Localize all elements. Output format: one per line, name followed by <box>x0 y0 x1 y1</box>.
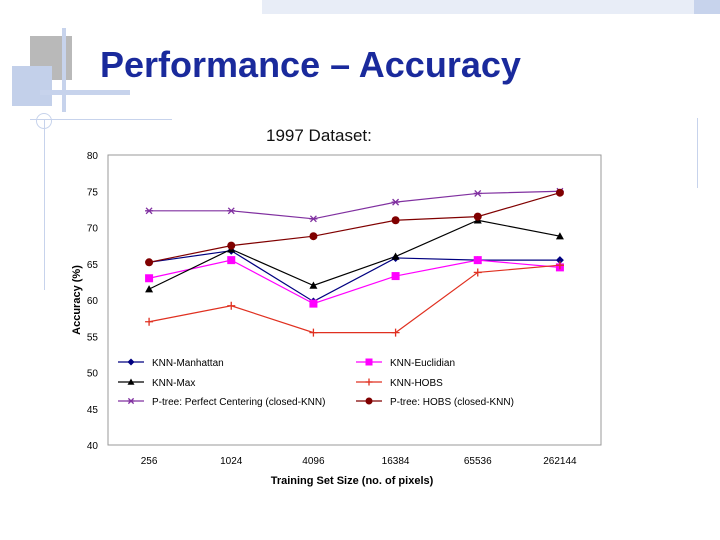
legend-label: KNN-HOBS <box>390 378 443 389</box>
decor-rule-vertical <box>44 120 45 290</box>
data-point-5-1 <box>227 241 236 250</box>
legend-label: KNN-Max <box>152 378 195 389</box>
y-tick-label: 60 <box>87 296 99 307</box>
x-tick-label: 1024 <box>220 456 243 467</box>
data-point-1-3 <box>391 272 400 281</box>
data-point-5-3 <box>391 216 400 225</box>
x-tick-label: 16384 <box>382 456 410 467</box>
x-tick-label: 256 <box>141 456 158 467</box>
y-axis-label: Accuracy (%) <box>71 265 83 335</box>
data-point-1-2 <box>309 299 318 308</box>
legend-label: KNN-Euclidian <box>390 358 455 369</box>
series-line-1 <box>148 259 560 305</box>
x-tick-label: 262144 <box>543 456 577 467</box>
legend-label: P-tree: HOBS (closed-KNN) <box>390 397 514 408</box>
data-point-1-4 <box>473 256 482 265</box>
page-title: Performance – Accuracy <box>100 44 521 85</box>
x-tick-label: 65536 <box>464 456 492 467</box>
y-tick-label: 65 <box>87 260 99 271</box>
data-point-1-1 <box>227 256 236 265</box>
x-tick-label: 4096 <box>302 456 325 467</box>
data-point-1-0 <box>145 274 154 283</box>
data-point-2-0 <box>145 285 154 293</box>
y-tick-label: 50 <box>87 369 99 380</box>
legend-marker-3 <box>365 378 373 386</box>
data-point-0-5 <box>555 256 564 265</box>
series-line-2 <box>148 219 561 290</box>
decor-block-blue <box>12 66 52 106</box>
data-point-3-4 <box>473 268 482 277</box>
data-point-3-5 <box>555 261 564 270</box>
legend-label: P-tree: Perfect Centering (closed-KNN) <box>152 397 325 408</box>
legend-label: KNN-Manhattan <box>152 358 224 369</box>
y-tick-label: 75 <box>87 187 99 198</box>
decor-rule-horizontal <box>30 119 172 120</box>
series-line-5 <box>148 192 561 263</box>
legend-marker-0 <box>127 358 135 366</box>
data-point-2-2 <box>309 281 318 289</box>
data-point-5-4 <box>473 212 482 221</box>
x-axis-label: Training Set Size (no. of pixels) <box>271 475 434 487</box>
decor-bar-top <box>262 0 720 14</box>
data-point-3-2 <box>309 328 318 337</box>
series-line-3 <box>148 264 560 334</box>
y-tick-label: 45 <box>87 405 99 416</box>
data-point-3-3 <box>391 328 400 337</box>
y-tick-label: 40 <box>87 441 99 452</box>
legend-marker-5 <box>365 397 373 405</box>
decor-rule-right <box>697 118 698 188</box>
chart-subtitle: 1997 Dataset: <box>266 126 372 145</box>
y-tick-label: 80 <box>87 151 99 162</box>
decor-circle <box>36 113 52 129</box>
legend-marker-2 <box>127 378 135 385</box>
data-point-4-0 <box>145 207 154 215</box>
data-point-4-3 <box>391 198 400 206</box>
data-point-2-5 <box>555 232 564 240</box>
legend-box <box>116 350 544 412</box>
data-point-3-0 <box>145 317 154 326</box>
data-point-5-0 <box>145 258 154 267</box>
decor-bar-vertical <box>62 28 66 112</box>
series-line-0 <box>148 250 560 303</box>
y-tick-label: 70 <box>87 224 99 235</box>
data-point-2-3 <box>391 252 400 260</box>
data-point-5-2 <box>309 232 318 241</box>
data-point-3-1 <box>227 301 236 310</box>
y-tick-label: 55 <box>87 332 99 343</box>
data-point-5-5 <box>555 188 564 197</box>
legend-marker-1 <box>365 358 373 366</box>
legend-marker-4 <box>127 397 135 405</box>
decor-bar-horizontal <box>40 90 130 95</box>
data-point-4-4 <box>473 189 482 197</box>
data-point-4-2 <box>309 215 318 223</box>
decor-square-topright <box>694 0 720 14</box>
series-line-4 <box>149 190 560 220</box>
data-point-4-1 <box>227 207 236 215</box>
